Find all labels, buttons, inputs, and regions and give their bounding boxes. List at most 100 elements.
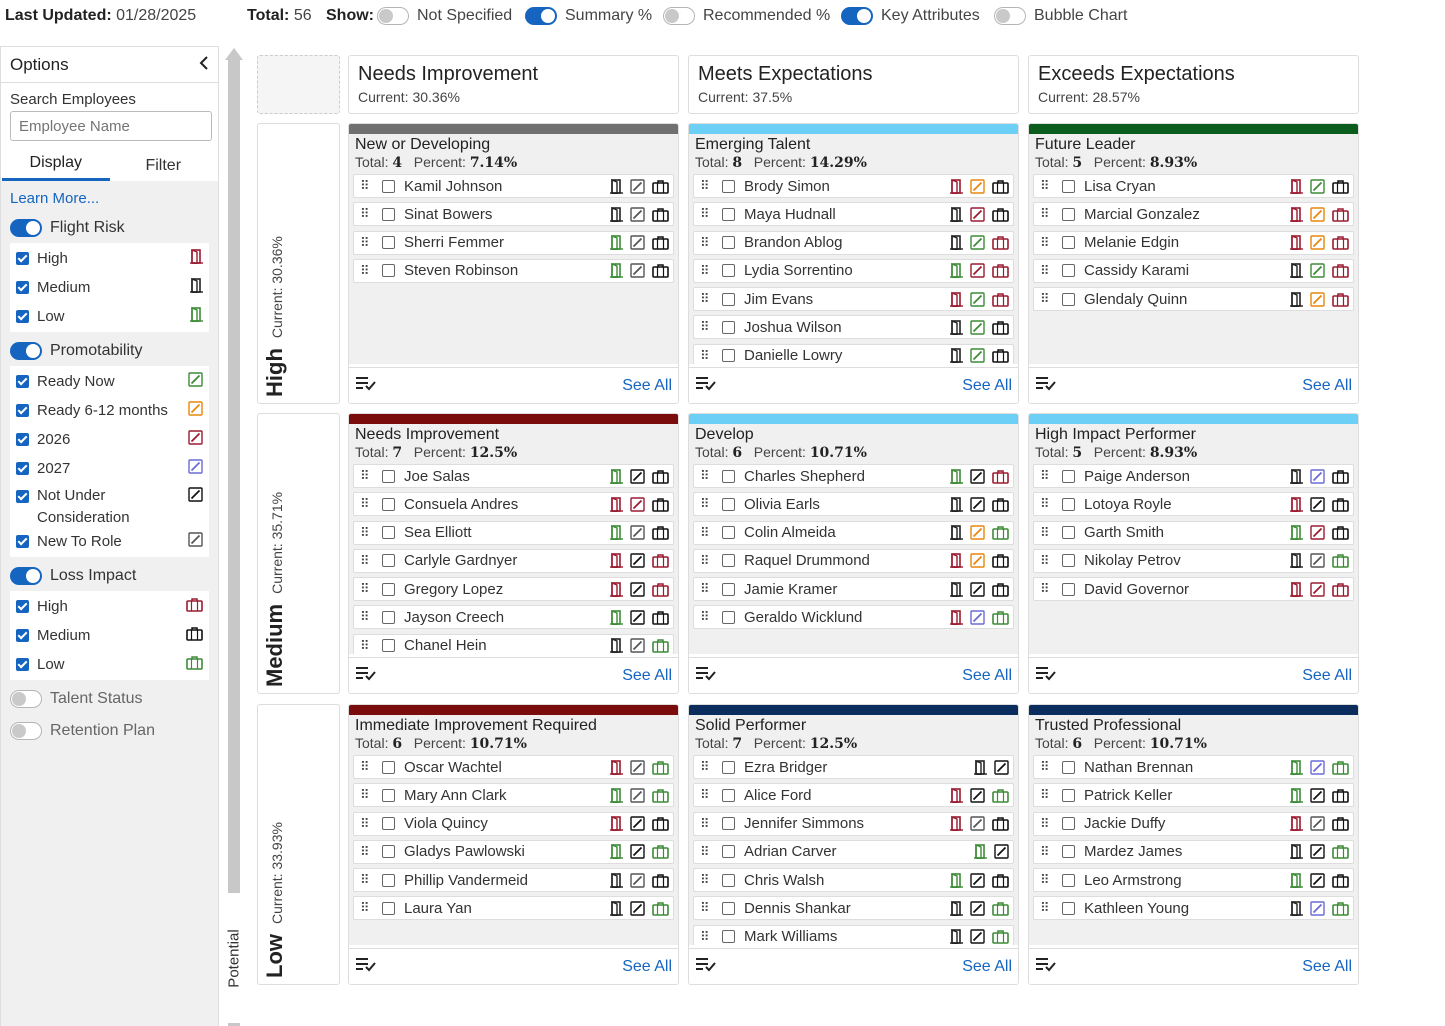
- drag-handle-icon[interactable]: ⠿: [1040, 178, 1050, 193]
- employee-card[interactable]: ⠿ Lotoya Royle: [1033, 492, 1354, 517]
- drag-handle-icon[interactable]: ⠿: [1040, 787, 1050, 803]
- employee-card[interactable]: ⠿ Mardez James: [1033, 839, 1354, 864]
- drag-handle-icon[interactable]: ⠿: [360, 843, 370, 859]
- checkbox[interactable]: [16, 310, 29, 323]
- employee-name[interactable]: Steven Robinson: [404, 262, 519, 280]
- employee-card[interactable]: ⠿ Chris Walsh: [693, 868, 1014, 893]
- employee-name[interactable]: Gladys Pawlowski: [404, 843, 525, 861]
- list-check-icon[interactable]: [355, 956, 377, 977]
- toggle-switch[interactable]: [10, 722, 42, 740]
- employee-checkbox[interactable]: [1062, 207, 1075, 221]
- employee-checkbox[interactable]: [1062, 760, 1075, 774]
- toggle-switch[interactable]: [10, 567, 42, 585]
- toggle-switch[interactable]: [841, 7, 873, 25]
- drag-handle-icon[interactable]: ⠿: [360, 178, 370, 193]
- employee-name[interactable]: Lotoya Royle: [1084, 495, 1172, 513]
- flight-risk-medium-option[interactable]: Medium: [10, 273, 209, 302]
- list-check-icon[interactable]: [695, 375, 717, 396]
- see-all-link[interactable]: See All: [1302, 666, 1352, 684]
- list-check-icon[interactable]: [355, 375, 377, 396]
- employee-name[interactable]: David Governor: [1084, 580, 1190, 598]
- drag-handle-icon[interactable]: ⠿: [1040, 234, 1050, 250]
- employee-name[interactable]: Mark Williams: [744, 928, 838, 945]
- checkbox[interactable]: [16, 281, 29, 294]
- employee-card[interactable]: ⠿ Garth Smith: [1033, 520, 1354, 545]
- employee-name[interactable]: Cassidy Karami: [1084, 262, 1190, 280]
- employee-checkbox[interactable]: [722, 264, 735, 278]
- employee-checkbox[interactable]: [722, 582, 735, 596]
- drag-handle-icon[interactable]: ⠿: [700, 262, 710, 278]
- employee-card[interactable]: ⠿ Oscar Wachtel: [353, 755, 674, 779]
- employee-name[interactable]: Chanel Hein: [404, 637, 487, 654]
- employee-checkbox[interactable]: [1062, 292, 1075, 306]
- promo-2027-option[interactable]: 2027: [10, 454, 209, 483]
- employee-name[interactable]: Brody Simon: [744, 177, 830, 195]
- see-all-link[interactable]: See All: [622, 957, 672, 975]
- employee-checkbox[interactable]: [382, 236, 395, 250]
- employee-name[interactable]: Nathan Brennan: [1084, 758, 1194, 776]
- employee-card[interactable]: ⠿ Steven Robinson: [353, 258, 674, 283]
- drag-handle-icon[interactable]: ⠿: [360, 524, 370, 540]
- employee-card[interactable]: ⠿ Nathan Brennan: [1033, 755, 1354, 779]
- employee-checkbox[interactable]: [722, 817, 735, 831]
- employee-checkbox[interactable]: [382, 901, 395, 915]
- drag-handle-icon[interactable]: ⠿: [360, 581, 370, 597]
- drag-handle-icon[interactable]: ⠿: [360, 262, 370, 278]
- toggle-switch[interactable]: [377, 7, 409, 25]
- promo-new-to-role-option[interactable]: New To Role: [10, 527, 209, 556]
- employee-card[interactable]: ⠿ Jamie Kramer: [693, 577, 1014, 602]
- employee-card[interactable]: ⠿ Sinat Bowers: [353, 202, 674, 227]
- drag-handle-icon[interactable]: ⠿: [1040, 552, 1050, 568]
- drag-handle-icon[interactable]: ⠿: [1040, 581, 1050, 597]
- employee-card[interactable]: ⠿ Patrick Keller: [1033, 783, 1354, 808]
- employee-card[interactable]: ⠿ Viola Quincy: [353, 811, 674, 836]
- checkbox[interactable]: [16, 535, 29, 548]
- toggle-bubble-chart[interactable]: Bubble Chart: [994, 7, 1127, 25]
- drag-handle-icon[interactable]: ⠿: [700, 928, 710, 944]
- employee-checkbox[interactable]: [722, 554, 735, 568]
- see-all-link[interactable]: See All: [622, 376, 672, 394]
- employee-checkbox[interactable]: [722, 930, 735, 944]
- drag-handle-icon[interactable]: ⠿: [700, 872, 710, 888]
- drag-handle-icon[interactable]: ⠿: [360, 552, 370, 568]
- employee-name[interactable]: Sinat Bowers: [404, 205, 493, 223]
- employee-card[interactable]: ⠿ Gregory Lopez: [353, 577, 674, 602]
- promotability-toggle[interactable]: Promotability: [1, 336, 218, 366]
- list-check-icon[interactable]: [1035, 665, 1057, 686]
- loss-impact-medium-option[interactable]: Medium: [10, 621, 209, 650]
- promo-not-under-consideration-option[interactable]: Not Under Consideration: [10, 483, 209, 527]
- employee-card[interactable]: ⠿ Leo Armstrong: [1033, 868, 1354, 893]
- drag-handle-icon[interactable]: ⠿: [700, 843, 710, 859]
- learn-more-link[interactable]: Learn More...: [10, 190, 100, 207]
- employee-name[interactable]: Brandon Ablog: [744, 234, 843, 252]
- employee-name[interactable]: Adrian Carver: [744, 843, 837, 861]
- see-all-link[interactable]: See All: [1302, 957, 1352, 975]
- employee-card[interactable]: ⠿ David Governor: [1033, 577, 1354, 602]
- employee-card[interactable]: ⠿ Chanel Hein: [353, 633, 674, 654]
- employee-card[interactable]: ⠿ Marcial Gonzalez: [1033, 202, 1354, 227]
- list-check-icon[interactable]: [1035, 375, 1057, 396]
- employee-checkbox[interactable]: [722, 320, 735, 334]
- promo-ready-6-12-option[interactable]: Ready 6-12 months: [10, 396, 209, 425]
- employee-name[interactable]: Alice Ford: [744, 786, 812, 804]
- see-all-link[interactable]: See All: [1302, 376, 1352, 394]
- employee-checkbox[interactable]: [1062, 526, 1075, 540]
- employee-checkbox[interactable]: [1062, 582, 1075, 596]
- employee-checkbox[interactable]: [382, 469, 395, 483]
- employee-checkbox[interactable]: [722, 292, 735, 306]
- tab-display[interactable]: Display: [2, 154, 110, 181]
- checkbox[interactable]: [16, 433, 29, 446]
- employee-card[interactable]: ⠿ Sea Elliott: [353, 520, 674, 545]
- employee-name[interactable]: Jennifer Simmons: [744, 815, 865, 833]
- employee-name[interactable]: Nikolay Petrov: [1084, 552, 1181, 570]
- drag-handle-icon[interactable]: ⠿: [700, 178, 710, 193]
- employee-card[interactable]: ⠿ Gladys Pawlowski: [353, 839, 674, 864]
- drag-handle-icon[interactable]: ⠿: [360, 496, 370, 512]
- toggle-recommended-percent[interactable]: Recommended %: [663, 7, 830, 25]
- employee-name[interactable]: Jim Evans: [744, 290, 814, 308]
- employee-name[interactable]: Phillip Vandermeid: [404, 871, 528, 889]
- employee-card[interactable]: ⠿ Brandon Ablog: [693, 230, 1014, 255]
- employee-checkbox[interactable]: [1062, 845, 1075, 859]
- toggle-switch[interactable]: [10, 342, 42, 360]
- drag-handle-icon[interactable]: ⠿: [360, 637, 370, 653]
